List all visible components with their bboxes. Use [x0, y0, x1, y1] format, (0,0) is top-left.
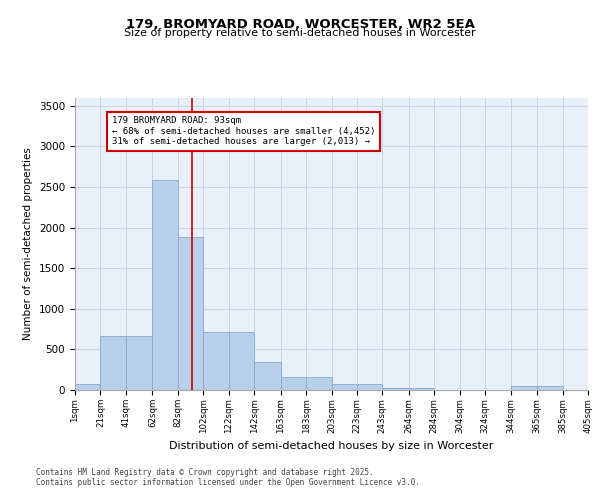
- Bar: [409, 388, 434, 390]
- Text: Contains public sector information licensed under the Open Government Licence v3: Contains public sector information licen…: [36, 478, 420, 487]
- Text: Contains HM Land Registry data © Crown copyright and database right 2025.: Contains HM Land Registry data © Crown c…: [36, 468, 374, 477]
- Bar: [229, 332, 254, 390]
- Bar: [382, 388, 409, 390]
- Bar: [75, 384, 100, 390]
- Text: 179 BROMYARD ROAD: 93sqm
← 68% of semi-detached houses are smaller (4,452)
31% o: 179 BROMYARD ROAD: 93sqm ← 68% of semi-d…: [112, 116, 375, 146]
- Bar: [100, 336, 126, 390]
- X-axis label: Distribution of semi-detached houses by size in Worcester: Distribution of semi-detached houses by …: [169, 441, 494, 451]
- Bar: [537, 386, 563, 390]
- Y-axis label: Number of semi-detached properties: Number of semi-detached properties: [23, 148, 34, 340]
- Bar: [331, 384, 357, 390]
- Bar: [254, 362, 281, 390]
- Bar: [126, 336, 152, 390]
- Bar: [357, 384, 382, 390]
- Bar: [152, 180, 178, 390]
- Bar: [306, 377, 331, 390]
- Text: Size of property relative to semi-detached houses in Worcester: Size of property relative to semi-detach…: [124, 28, 476, 38]
- Text: 179, BROMYARD ROAD, WORCESTER, WR2 5EA: 179, BROMYARD ROAD, WORCESTER, WR2 5EA: [125, 18, 475, 30]
- Bar: [281, 377, 306, 390]
- Bar: [178, 238, 203, 390]
- Bar: [203, 332, 229, 390]
- Bar: [511, 386, 537, 390]
